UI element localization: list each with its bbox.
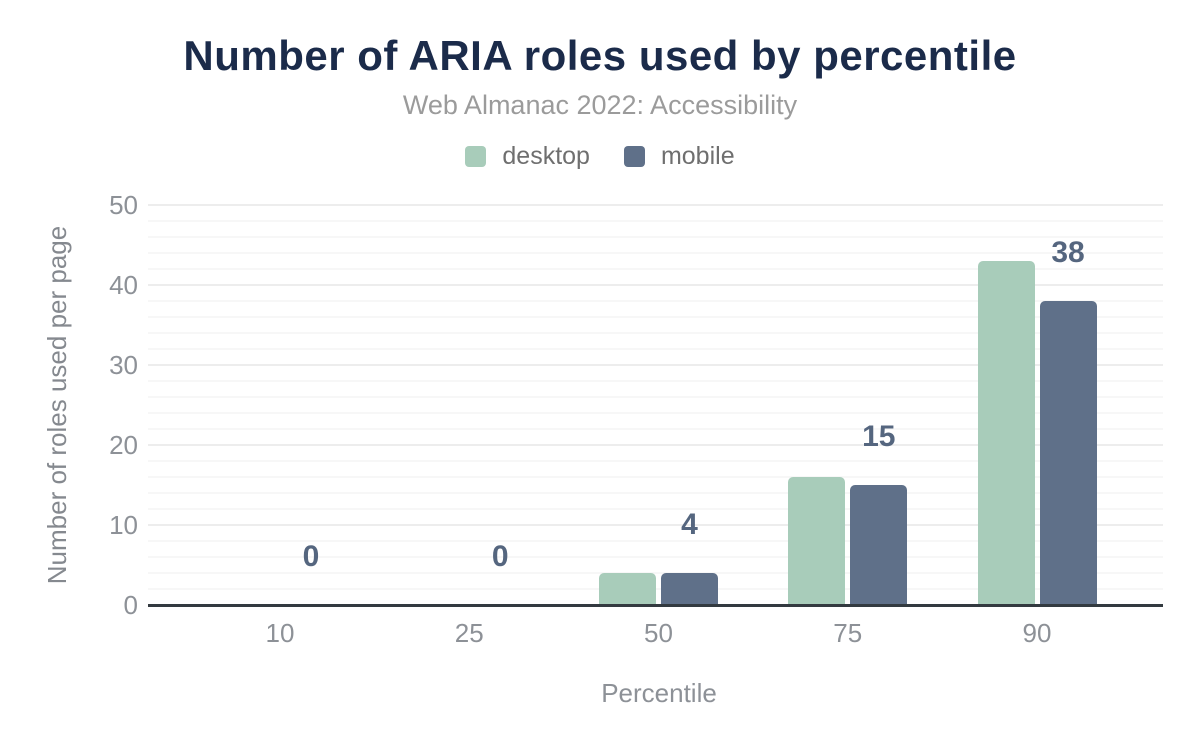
gridline-major (148, 284, 1163, 286)
x-tick-label: 90 (1022, 618, 1052, 648)
bar-desktop-p75[interactable] (788, 477, 846, 605)
gridline-minor (148, 268, 1163, 270)
x-tick-label: 25 (454, 618, 484, 648)
gridline-minor (148, 428, 1163, 430)
x-axis-title: Percentile (601, 678, 717, 708)
legend-swatch-mobile (623, 146, 645, 167)
legend-label: mobile (660, 142, 735, 170)
y-tick-label: 40 (109, 270, 138, 300)
bar-mobile-p50[interactable] (661, 573, 718, 605)
gridline-minor (148, 476, 1163, 478)
gridline-minor (148, 348, 1163, 350)
gridline-minor (148, 412, 1163, 414)
gridline-minor (148, 540, 1163, 542)
gridline-minor (148, 380, 1163, 382)
bar-value-label: 0 (491, 540, 509, 573)
y-tick-label: 30 (109, 350, 138, 380)
bar-desktop-p50[interactable] (599, 573, 656, 605)
gridline-major (148, 524, 1163, 526)
bar-mobile-p75[interactable] (850, 485, 908, 605)
bar-value-label: 0 (302, 540, 320, 573)
chart-title: Number of ARIA roles used by percentile (183, 32, 1017, 79)
bar-value-label: 4 (681, 508, 698, 541)
bar-desktop-p90[interactable] (977, 261, 1035, 605)
gridline-minor (148, 460, 1163, 462)
legend: desktop mobile (0, 142, 1200, 171)
gridline-minor (148, 220, 1163, 222)
bar-mobile-p90[interactable] (1039, 301, 1097, 605)
legend-item-mobile: mobile (623, 142, 735, 171)
y-tick-label: 10 (109, 510, 138, 540)
gridline-minor (148, 572, 1163, 574)
gridline-minor (148, 316, 1163, 318)
y-tick-label: 0 (123, 590, 138, 620)
gridline-minor (148, 492, 1163, 494)
gridline-minor (148, 508, 1163, 510)
gridline-minor (148, 300, 1163, 302)
gridline-minor (148, 556, 1163, 558)
legend-swatch-desktop (465, 146, 487, 167)
x-tick-label: 10 (265, 618, 295, 648)
gridline-minor (148, 252, 1163, 254)
gridline-minor (148, 332, 1163, 334)
bar-value-label: 15 (862, 420, 896, 453)
gridline-minor (148, 396, 1163, 398)
legend-item-desktop: desktop (465, 142, 590, 171)
gridline-major (148, 364, 1163, 366)
gridline-major (148, 444, 1163, 446)
chart-subtitle: Web Almanac 2022: Accessibility (402, 90, 798, 120)
y-tick-label: 20 (109, 430, 138, 460)
gridline-major (148, 204, 1163, 206)
y-axis-title: Number of roles used per page (42, 225, 72, 585)
gridline-minor (148, 236, 1163, 238)
x-axis-line (148, 604, 1163, 607)
bar-value-label: 38 (1051, 236, 1085, 269)
x-tick-label: 50 (644, 618, 673, 648)
x-tick-label: 75 (833, 618, 863, 648)
y-tick-label: 50 (109, 190, 138, 220)
legend-label: desktop (502, 142, 590, 170)
